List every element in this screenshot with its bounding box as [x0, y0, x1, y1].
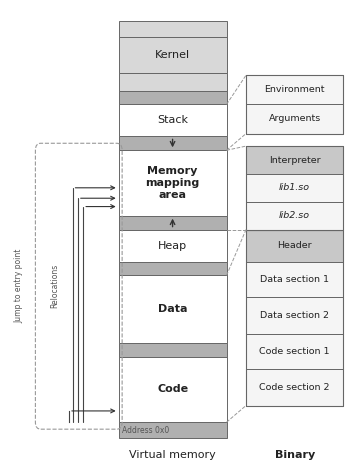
Text: Binary: Binary: [275, 450, 315, 459]
Bar: [246, 369, 343, 405]
Bar: [119, 422, 227, 438]
Text: Interpreter: Interpreter: [269, 156, 320, 164]
Bar: [246, 104, 343, 134]
Bar: [119, 356, 227, 422]
Bar: [119, 73, 227, 90]
Text: lib2.so: lib2.so: [279, 211, 310, 220]
Bar: [119, 137, 227, 150]
Text: Code: Code: [157, 384, 188, 394]
Bar: [246, 75, 343, 134]
Bar: [246, 229, 343, 261]
Text: Stack: Stack: [157, 116, 188, 125]
Text: Heap: Heap: [158, 240, 187, 251]
Bar: [119, 90, 227, 104]
Text: Memory
mapping
area: Memory mapping area: [145, 166, 200, 199]
Text: Data: Data: [158, 304, 187, 314]
Bar: [246, 261, 343, 297]
Text: Address 0x0: Address 0x0: [122, 425, 169, 435]
Text: Arguments: Arguments: [269, 115, 321, 123]
Bar: [246, 297, 343, 334]
Text: lib1.so: lib1.so: [279, 183, 310, 192]
Bar: [119, 37, 227, 73]
Text: Code section 1: Code section 1: [259, 347, 330, 356]
Text: Data section 2: Data section 2: [260, 311, 329, 320]
Bar: [119, 21, 227, 37]
Bar: [119, 104, 227, 137]
Text: Environment: Environment: [264, 85, 325, 94]
Bar: [119, 261, 227, 275]
Bar: [119, 343, 227, 356]
Bar: [246, 146, 343, 174]
Text: Data section 1: Data section 1: [260, 275, 329, 284]
Bar: [119, 150, 227, 216]
Text: Header: Header: [278, 241, 312, 250]
Text: Relocations: Relocations: [50, 264, 59, 308]
Bar: [246, 334, 343, 369]
Bar: [246, 146, 343, 229]
Bar: [119, 275, 227, 343]
Bar: [119, 229, 227, 261]
Bar: [119, 216, 227, 229]
Bar: [246, 174, 343, 202]
Bar: [246, 202, 343, 229]
Bar: [246, 75, 343, 104]
Text: Jump to entry point: Jump to entry point: [14, 249, 23, 323]
Text: Kernel: Kernel: [155, 50, 190, 60]
Bar: [246, 229, 343, 405]
Text: Virtual memory: Virtual memory: [129, 450, 216, 459]
Text: Code section 2: Code section 2: [259, 383, 330, 392]
